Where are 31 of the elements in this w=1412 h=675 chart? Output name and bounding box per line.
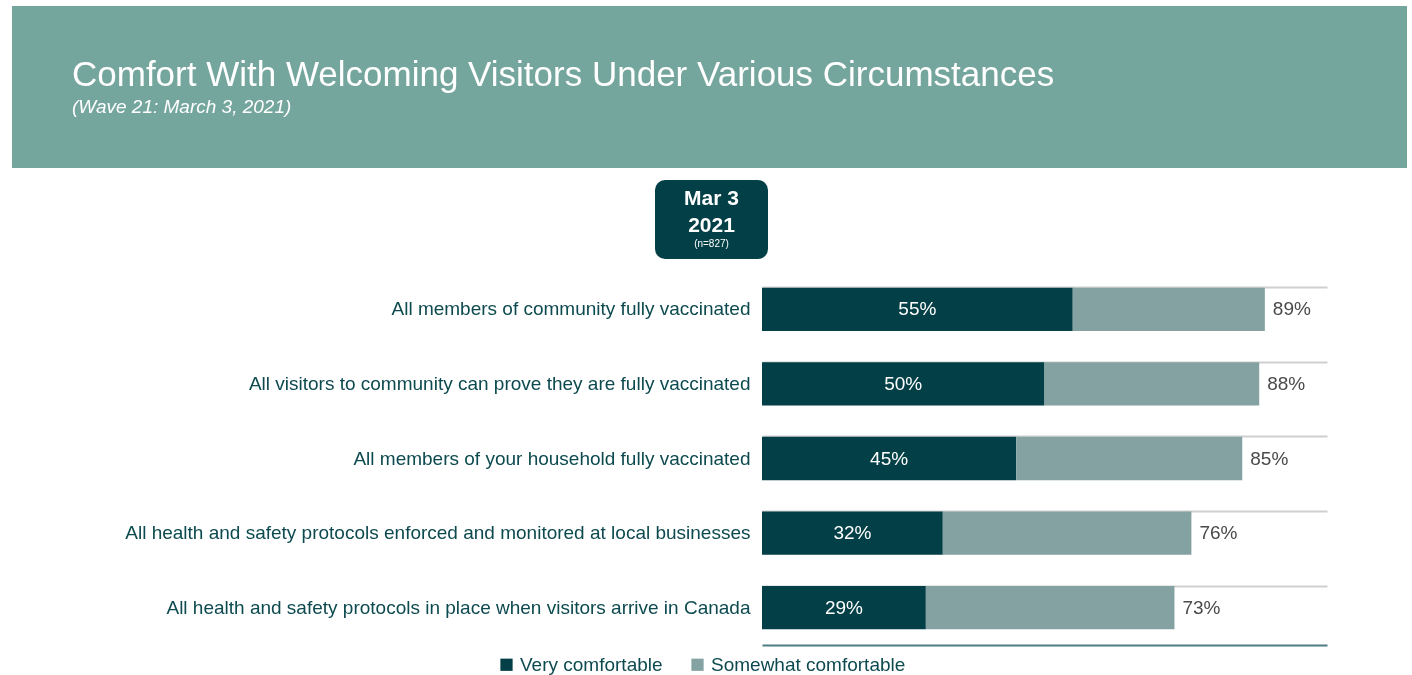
bar (1072, 287, 1265, 331)
bar (762, 511, 943, 555)
y-tick-label: All visitors to community can prove they are fully vaccinated (248, 372, 751, 394)
total-label: 89% (1272, 298, 1311, 320)
bar (925, 586, 1175, 630)
text: (n=827) (693, 238, 730, 249)
total-label: 76% (1199, 522, 1238, 544)
total-label: 85% (1250, 447, 1289, 469)
text: Mar 3 2021 (683, 185, 740, 238)
data-label: 32% (833, 522, 872, 544)
bar (942, 511, 1192, 555)
y-tick-label: All health and safety protocols in place when visitors arrive in Canada (166, 596, 751, 618)
data-label: 45% (870, 447, 909, 469)
y-tick-label: All members of community fully vaccinated (391, 298, 751, 320)
data-label: 55% (898, 298, 937, 320)
bar (762, 287, 1073, 331)
legend-label: Somewhat comfortable (711, 653, 906, 675)
y-tick-label: All members of your household fully vaccinated (353, 447, 751, 469)
bar (762, 362, 1045, 406)
total-label: 73% (1182, 596, 1221, 618)
text: (Wave 21: March 3, 2021) (72, 96, 292, 118)
total-label: 88% (1267, 372, 1306, 394)
legend-label: Very comfortable (520, 653, 663, 675)
bar (762, 436, 1017, 481)
bar (1044, 362, 1260, 406)
data-label: 29% (824, 596, 864, 618)
y-tick-label: All health and safety protocols enforced and monitored at local businesses (125, 522, 751, 544)
bar (762, 586, 926, 630)
data-label: 50% (884, 372, 923, 394)
bar (1016, 436, 1243, 481)
chart-title: Comfort With Welcoming Visitors Under Various Circumstances (72, 54, 1055, 94)
